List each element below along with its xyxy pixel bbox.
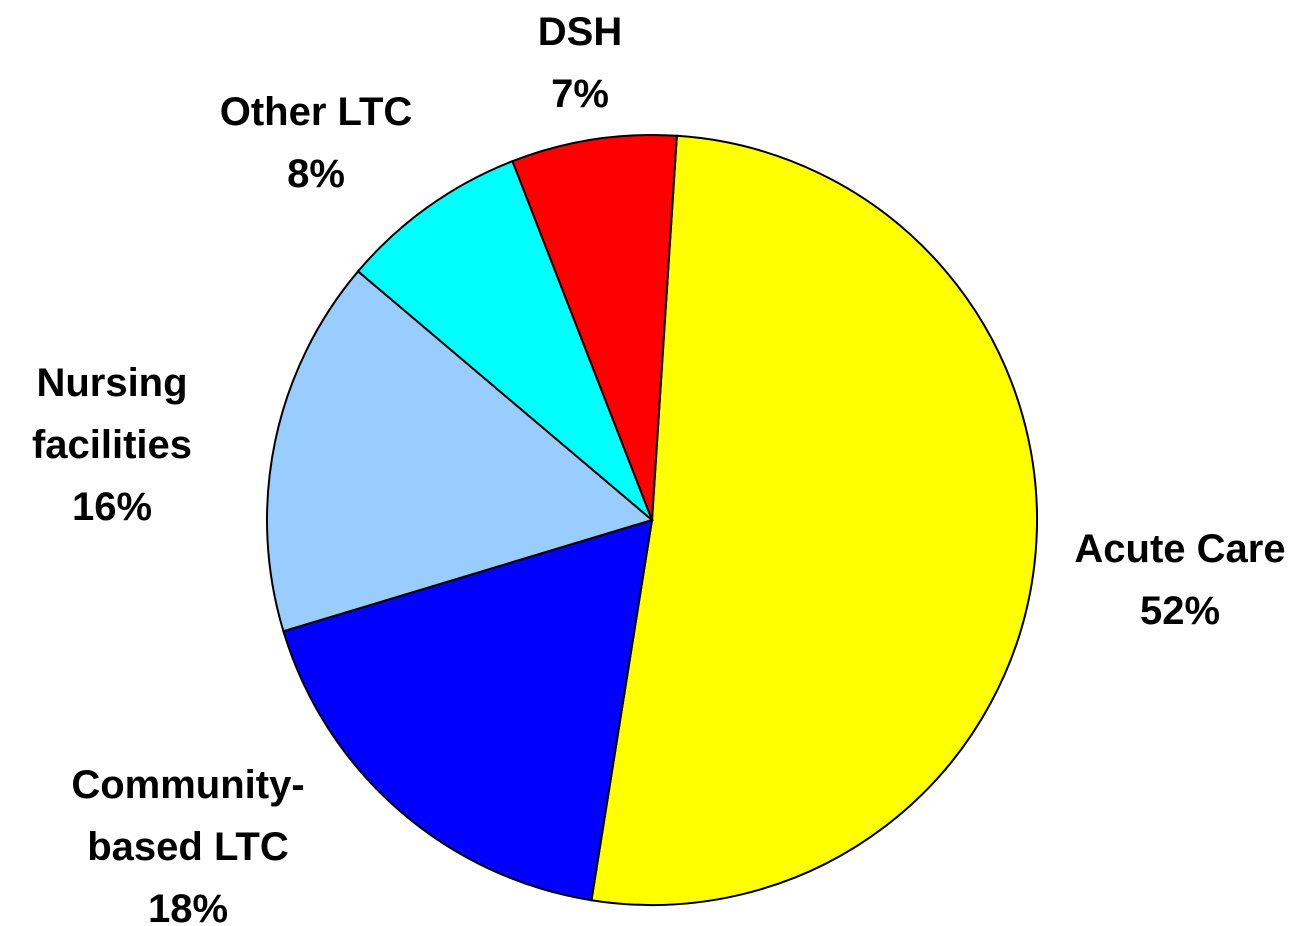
slice-label: Other LTC 8% (176, 81, 456, 205)
value-label: 7% (551, 72, 609, 116)
category-label: DSH (537, 10, 623, 54)
value-label: 18% (147, 887, 229, 926)
slice-label: Community-based LTC 18% (28, 754, 348, 926)
pie-slice (356, 159, 653, 521)
category-label: Nursing facilities (31, 361, 193, 467)
value-label: 8% (287, 152, 345, 196)
pie-slice (282, 518, 654, 902)
slice-label: Acute Care 52% (1050, 518, 1310, 642)
category-label: Other LTC (219, 90, 413, 134)
slice-label: DSH 7% (480, 1, 680, 125)
value-label: 16% (71, 485, 153, 529)
pie-slice (511, 134, 678, 521)
category-label: Community-based LTC (71, 763, 305, 869)
value-label: 52% (1139, 589, 1221, 633)
slice-label: Nursing facilities 16% (2, 352, 222, 538)
pie-slice (266, 269, 655, 633)
pie-slice (590, 134, 1038, 906)
category-label: Acute Care (1074, 527, 1286, 571)
